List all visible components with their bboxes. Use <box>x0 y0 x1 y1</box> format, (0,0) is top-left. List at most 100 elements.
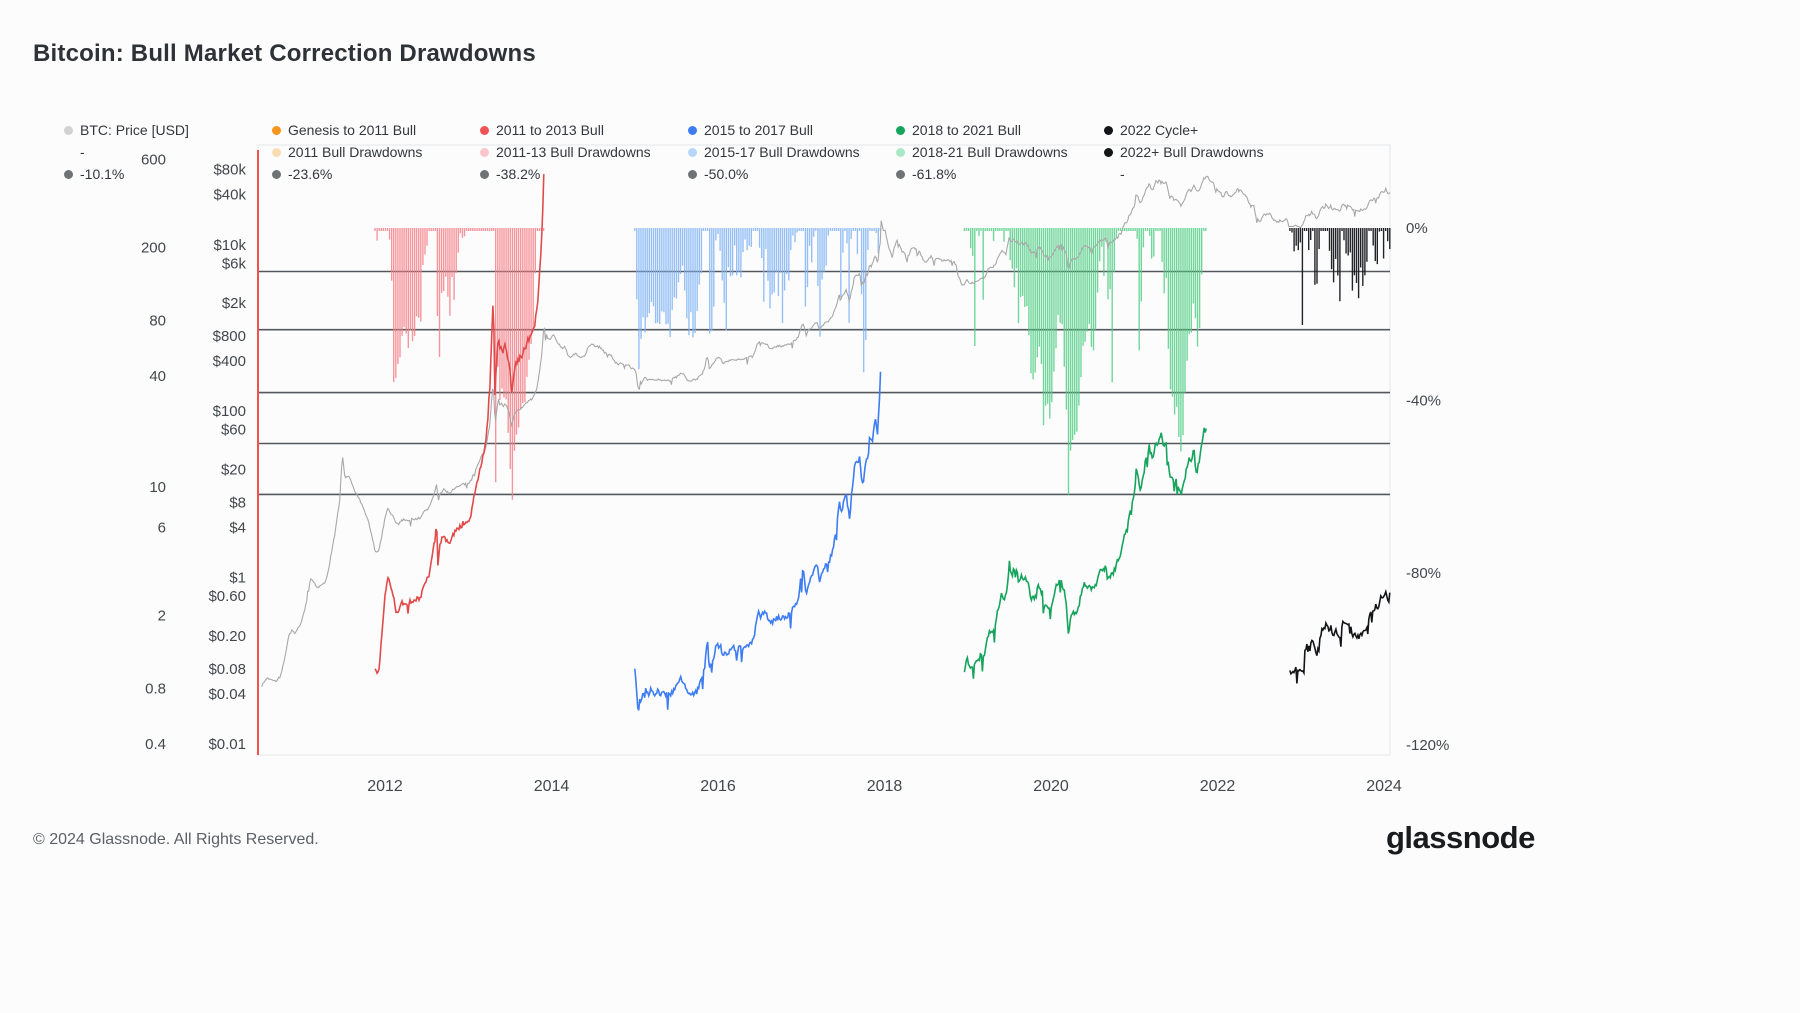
series-label: BTC: Price [USD] <box>80 122 189 138</box>
cycle-line-2018-2021 <box>963 427 1207 679</box>
y-axis-drawdown-pct: 0% -40% -80% -120% <box>1406 220 1449 754</box>
axis-tick-label: $20 <box>221 461 246 478</box>
level-label: -61.8% <box>912 166 957 182</box>
axis-tick-label: 200 <box>141 239 166 256</box>
axis-tick-label: $0.60 <box>208 588 246 605</box>
legend-item-2015-17-drawdowns[interactable]: 2015-17 Bull Drawdowns <box>688 141 896 163</box>
legend-column-2015-2017: 2015 to 2017 Bull 2015-17 Bull Drawdowns… <box>688 119 896 185</box>
axis-tick-label: $60 <box>221 422 246 439</box>
legend-column-genesis: Genesis to 2011 Bull 2011 Bull Drawdowns… <box>272 119 480 185</box>
legend-item-2022-cycle[interactable]: 2022 Cycle+ <box>1104 119 1312 141</box>
level-marker-icon <box>896 169 905 179</box>
axis-tick-label: $0.20 <box>208 628 246 645</box>
axis-tick-label: $6k <box>222 255 247 272</box>
axis-tick-label: $0.04 <box>208 686 246 703</box>
drawdown-area-2015-2017 <box>634 228 881 373</box>
legend-column-2011-2013: 2011 to 2013 Bull 2011-13 Bull Drawdowns… <box>480 119 688 185</box>
axis-tick-label: $4 <box>229 520 246 537</box>
legend-item-2018-2021-bull[interactable]: 2018 to 2021 Bull <box>896 119 1104 141</box>
series-label: Genesis to 2011 Bull <box>288 122 417 138</box>
level-label: -50.0% <box>704 166 749 182</box>
level-label: -38.2% <box>496 166 541 182</box>
series-marker-icon <box>688 125 697 135</box>
legend-item-2011-13-drawdowns[interactable]: 2011-13 Bull Drawdowns <box>480 141 688 163</box>
drawdown-marker-icon <box>1104 147 1113 157</box>
axis-tick-label: 2022 <box>1200 778 1236 795</box>
series-marker-icon <box>272 125 281 135</box>
cycle-line-2015-2017 <box>634 371 882 711</box>
legend-item-2011-2013-bull[interactable]: 2011 to 2013 Bull <box>480 119 688 141</box>
legend-item-level-10[interactable]: -10.1% <box>64 163 272 185</box>
btc-price-line <box>261 175 1391 687</box>
legend-column-2018-2021: 2018 to 2021 Bull 2018-21 Bull Drawdowns… <box>896 119 1104 185</box>
series-label: 2011 to 2013 Bull <box>496 122 604 138</box>
axis-tick-label: $80k <box>213 162 246 179</box>
axis-tick-label: 80 <box>149 313 166 330</box>
chart-legend: BTC: Price [USD] - -10.1% Genesis to 201… <box>0 119 1800 189</box>
page-title: Bitcoin: Bull Market Correction Drawdown… <box>33 40 536 67</box>
level-marker-icon <box>688 169 697 179</box>
legend-item-level-61[interactable]: -61.8% <box>896 163 1104 185</box>
axis-tick-label: $100 <box>213 403 246 420</box>
axis-tick-label: $8 <box>229 494 246 511</box>
axis-tick-label: -120% <box>1406 737 1449 754</box>
axis-tick-label: $40k <box>213 187 246 204</box>
drawdown-area-2011-2013 <box>374 228 545 500</box>
drawdown-label: 2022+ Bull Drawdowns <box>1120 144 1264 160</box>
legend-item-level-23[interactable]: -23.6% <box>272 163 480 185</box>
series-marker-icon <box>480 125 489 135</box>
legend-column-btc-price: BTC: Price [USD] - -10.1% <box>64 119 272 185</box>
level-label: - <box>1120 166 1125 182</box>
level-label: -10.1% <box>80 166 125 182</box>
legend-item-level-none[interactable]: - <box>1104 163 1312 185</box>
drawdown-reference-lines <box>258 270 1390 496</box>
axis-tick-label: 2 <box>158 607 166 624</box>
axis-tick-label: $2k <box>222 295 247 312</box>
drawdown-marker-icon <box>688 147 697 157</box>
legend-item-2011-drawdowns[interactable]: 2011 Bull Drawdowns <box>272 141 480 163</box>
axis-tick-label: $0.08 <box>208 661 246 678</box>
axis-tick-label: $10k <box>213 237 246 254</box>
legend-item-level-38[interactable]: -38.2% <box>480 163 688 185</box>
drawdown-label: - <box>80 144 85 160</box>
legend-item-btc-price[interactable]: BTC: Price [USD] <box>64 119 272 141</box>
legend-item-level-50[interactable]: -50.0% <box>688 163 896 185</box>
series-marker-icon <box>896 125 905 135</box>
drawdown-area-2022-plus <box>1289 228 1391 325</box>
axis-tick-label: -80% <box>1406 565 1441 582</box>
legend-item-2015-2017-bull[interactable]: 2015 to 2017 Bull <box>688 119 896 141</box>
axis-tick-label: 2020 <box>1033 778 1069 795</box>
axis-tick-label: 0% <box>1406 220 1428 237</box>
axis-tick-label: 2012 <box>367 778 403 795</box>
level-label: -23.6% <box>288 166 333 182</box>
y-axis-price-usd: $80k $40k $10k$6k $2k $800 $400 $100 $60 $20 $8 $4… <box>208 162 246 753</box>
level-marker-icon <box>272 169 281 179</box>
copyright-text: © 2024 Glassnode. All Rights Reserved. <box>33 831 319 848</box>
series-marker-icon <box>1104 125 1113 135</box>
glassnode-logo: glassnode <box>1386 820 1535 855</box>
series-label: 2015 to 2017 Bull <box>704 122 813 138</box>
level-marker-icon <box>64 169 73 179</box>
x-axis-years: 2012 2014 2016 2018 2020 2022 2024 <box>367 778 1402 795</box>
drawdown-label: 2011 Bull Drawdowns <box>288 144 423 160</box>
drawdown-area-2018-2021 <box>963 228 1207 495</box>
legend-column-2022: 2022 Cycle+ 2022+ Bull Drawdowns - <box>1104 119 1312 185</box>
axis-tick-label: 10 <box>149 479 166 496</box>
legend-item-2018-21-drawdowns[interactable]: 2018-21 Bull Drawdowns <box>896 141 1104 163</box>
axis-tick-label: $800 <box>213 328 246 345</box>
axis-tick-label: 2024 <box>1366 778 1402 795</box>
legend-item-2022-drawdowns[interactable]: 2022+ Bull Drawdowns <box>1104 141 1312 163</box>
axis-tick-label: 2018 <box>867 778 903 795</box>
legend-item-btc-drawdowns[interactable]: - <box>64 141 272 163</box>
axis-tick-label: 2014 <box>534 778 570 795</box>
drawdown-label: 2015-17 Bull Drawdowns <box>704 144 860 160</box>
series-marker-icon <box>64 125 73 135</box>
series-label: 2022 Cycle+ <box>1120 122 1199 138</box>
legend-item-genesis-bull[interactable]: Genesis to 2011 Bull <box>272 119 480 141</box>
axis-tick-label: $0.01 <box>208 736 246 753</box>
y-axis-cycle-index: 600 200 80 40 10 6 2 0.8 0.4 <box>141 152 166 753</box>
axis-tick-label: $1 <box>229 570 246 587</box>
drawdown-label: 2011-13 Bull Drawdowns <box>496 144 651 160</box>
level-marker-icon <box>480 169 489 179</box>
